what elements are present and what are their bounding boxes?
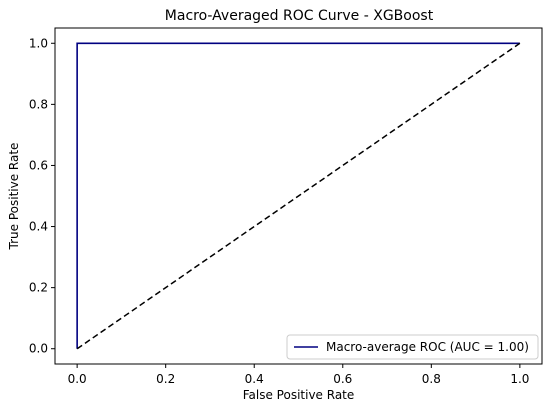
x-axis-label: False Positive Rate: [243, 388, 355, 402]
legend-box: [286, 334, 539, 360]
x-tick-label: 1.0: [510, 372, 529, 386]
x-tick-label: 0.4: [245, 372, 264, 386]
y-tick-label: 0.6: [29, 158, 48, 172]
x-tick-label: 0.8: [422, 372, 441, 386]
x-tick-label: 0.2: [156, 372, 175, 386]
legend: Macro-average ROC (AUC = 1.00): [286, 334, 539, 360]
y-tick-label: 0.0: [29, 342, 48, 356]
x-axis-ticks: 0.0 0.2 0.4 0.6 0.8 1.0: [68, 364, 529, 386]
series-line-chance-diagonal: [76, 42, 521, 350]
y-axis-ticks: 0.0 0.2 0.4 0.6 0.8 1.0: [29, 36, 55, 356]
plot-frame: [54, 27, 543, 365]
chart-title: Macro-Averaged ROC Curve - XGBoost: [165, 8, 434, 24]
x-tick-label: 0.0: [68, 372, 87, 386]
plot-area: [76, 42, 521, 350]
y-tick-label: 0.4: [29, 220, 48, 234]
series-line-macro-average-roc: [76, 42, 520, 349]
y-tick-label: 0.2: [29, 281, 48, 295]
legend-label-macro-average: Macro-average ROC (AUC = 1.00): [326, 340, 529, 354]
series-layer: [76, 42, 521, 350]
y-axis-label: True Positive Rate: [7, 143, 21, 251]
x-tick-label: 0.6: [333, 372, 352, 386]
y-tick-label: 1.0: [29, 36, 48, 50]
y-tick-label: 0.8: [29, 97, 48, 111]
